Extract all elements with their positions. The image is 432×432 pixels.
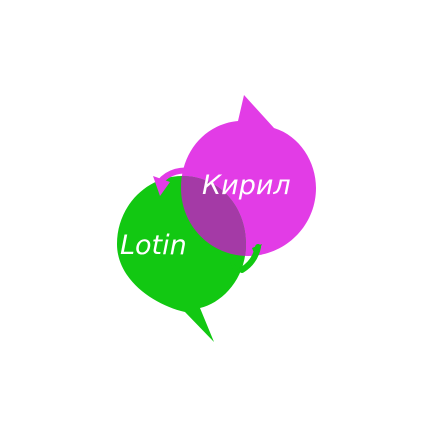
bubble-overlap: [181, 176, 246, 256]
curved-arrow-left-icon: [230, 244, 262, 273]
latin-label: Lotin: [120, 230, 187, 261]
cyrillic-label: Кирил: [202, 170, 291, 201]
curved-arrow-left-icon: [153, 167, 199, 196]
